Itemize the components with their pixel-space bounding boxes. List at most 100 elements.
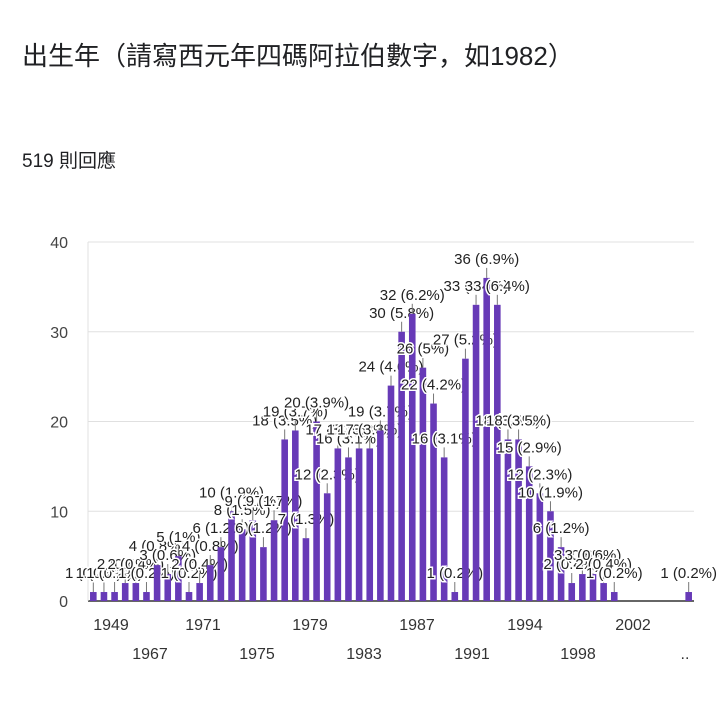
data-label: 7 (1.3%) [278, 511, 335, 528]
data-label: 17 (3.3%) [305, 421, 370, 438]
bar [568, 583, 576, 601]
bar [430, 403, 437, 601]
data-label: 16 (3.1%) [412, 430, 477, 447]
data-label: 1 (0.2%) [660, 565, 717, 582]
question-title: 出生年（請寫西元年四碼阿拉伯數字，如1982） [22, 41, 574, 71]
bar [185, 592, 193, 601]
data-label: 1 (0.2%) [426, 565, 483, 582]
bar [228, 511, 235, 601]
data-label: 1 (0.2%) [586, 565, 643, 582]
x-tick-label: 2002 [615, 617, 651, 634]
bar [90, 592, 97, 601]
bar [547, 511, 554, 601]
bar [462, 358, 469, 601]
bar [164, 574, 172, 601]
bar [196, 583, 203, 601]
x-tick-label: 1998 [560, 646, 596, 663]
data-label: 15 (2.9%) [497, 439, 562, 456]
data-label: 32 (6.2%) [380, 287, 445, 304]
bar [323, 493, 331, 601]
bar [589, 574, 597, 601]
x-tick-label: 1987 [399, 617, 435, 634]
y-tick-label: 0 [59, 594, 68, 611]
data-label: 36 (6.9%) [454, 251, 519, 268]
data-label: 33 (6.4%) [444, 278, 509, 295]
bar [685, 592, 692, 601]
data-label: 6 (1.2%) [533, 520, 590, 537]
data-label: 1 (0.2%) [65, 565, 122, 582]
data-label: 18 (3.5%) [252, 412, 317, 429]
data-label: 2 (0.4%) [97, 556, 154, 573]
x-tick-label: 1983 [346, 646, 382, 663]
data-label: 10 (1.9%) [199, 484, 264, 501]
bar [302, 538, 310, 601]
data-label: 16 (3.1%) [316, 430, 381, 447]
bar [419, 367, 427, 601]
bar [387, 385, 395, 601]
data-label: 33 (6.4%) [465, 278, 530, 295]
bar [292, 430, 299, 601]
bar [100, 592, 108, 601]
bar [249, 520, 257, 601]
data-label: 1 (0.2%) [76, 565, 133, 582]
data-label: 2 (0.4%) [107, 556, 164, 573]
bar [132, 583, 140, 601]
bar [206, 565, 214, 601]
data-label: 26 (5%) [397, 341, 450, 358]
bar [579, 574, 586, 601]
x-tick-label: 1967 [132, 646, 168, 663]
data-label: 17 (3.3%) [337, 421, 402, 438]
data-label: 3 (0.6%) [139, 547, 196, 564]
y-tick-label: 30 [50, 325, 68, 342]
bar [504, 439, 512, 601]
response-count: 519 則回應 [22, 151, 116, 172]
data-label: 8 (1.5%) [214, 502, 271, 519]
data-label: 27 (5.2%) [433, 332, 498, 349]
data-label: 18 (3.5%) [486, 412, 551, 429]
y-tick-label: 10 [50, 504, 68, 521]
y-tick-label: 20 [50, 415, 68, 432]
data-label: 1 (0.2%) [161, 565, 218, 582]
bar [451, 592, 459, 601]
data-label: 3 (0.6%) [565, 547, 622, 564]
bar [377, 430, 384, 601]
data-label: 9 (1.7%) [246, 493, 303, 510]
bar [408, 313, 416, 601]
bar [536, 493, 544, 601]
bar [472, 304, 480, 601]
data-label: 9 (1.7%) [224, 493, 281, 510]
data-label: 17 (3.3%) [327, 421, 392, 438]
data-label: 1 (0.2%) [86, 565, 143, 582]
data-label: 12 (2.3%) [507, 466, 572, 483]
x-tick-label: 1994 [507, 617, 543, 634]
bar [600, 583, 607, 601]
data-label: 4 (0.8%) [182, 538, 239, 555]
data-label: 20 (3.9%) [284, 395, 349, 412]
bar [334, 448, 342, 601]
data-label: 3 (0.6%) [554, 547, 611, 564]
bar [238, 529, 246, 601]
bar [366, 448, 374, 601]
data-label: 1 (0.2%) [118, 565, 175, 582]
x-tick-label: 1991 [454, 646, 490, 663]
bar [143, 592, 150, 601]
bar [557, 547, 565, 601]
bar [440, 457, 448, 601]
bar [355, 448, 363, 601]
bar [313, 421, 320, 601]
x-tick-label: .. [681, 646, 690, 663]
bar [483, 277, 490, 601]
bar [345, 457, 352, 601]
data-label: 10 (1.9%) [518, 484, 583, 501]
data-label: 12 (2.3%) [295, 466, 360, 483]
x-tick-label: 1971 [185, 617, 221, 634]
bar [494, 304, 501, 601]
data-label: 2 (0.4%) [543, 556, 600, 573]
data-label: 2 (0.4%) [575, 556, 632, 573]
bar [610, 592, 618, 601]
bar [515, 439, 522, 601]
x-tick-label: 1975 [239, 646, 275, 663]
bar [175, 556, 182, 601]
bar [153, 565, 161, 601]
